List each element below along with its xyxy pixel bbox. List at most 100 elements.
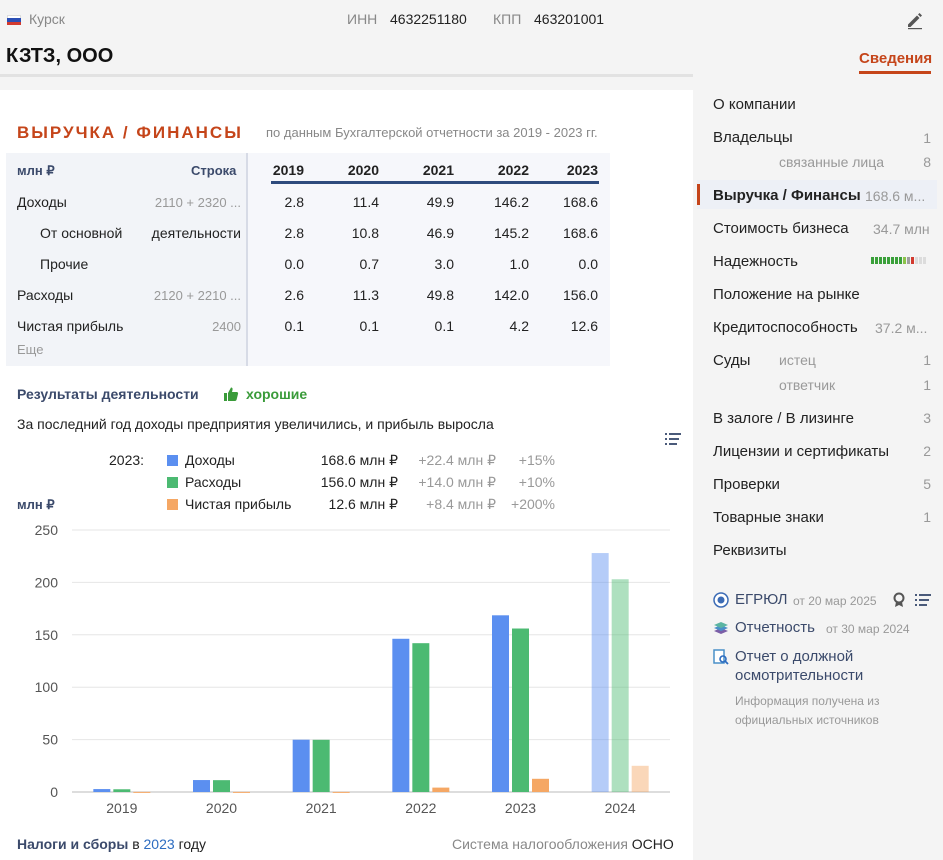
table-year-header[interactable]: 2023 [566, 162, 598, 178]
legend-series-percent: +200% [511, 496, 555, 512]
x-tick-label: 2019 [106, 800, 137, 816]
revenue-value: 168.6 м... [865, 188, 926, 204]
defendant-count: 1 [923, 377, 931, 393]
table-row-code: 2120 + 2210 ... [153, 288, 241, 303]
table-cell-value: 1.0 [509, 256, 529, 272]
table-cell-value: 49.8 [426, 287, 454, 303]
reliability-meter [871, 257, 926, 264]
sidebar-item-trademarks[interactable]: Товарные знаки [713, 509, 824, 526]
table-cell-value: 3.0 [434, 256, 454, 272]
tax-system-label: Система налогообложения [452, 836, 628, 852]
sidebar-item-pledge[interactable]: В залоге / В лизинге [713, 410, 854, 427]
table-cell-value: 156.0 [562, 287, 598, 303]
sidebar-item-related[interactable]: связанные лица [779, 154, 885, 170]
table-cell-value: 0.1 [359, 318, 379, 334]
table-cell-value: 146.2 [493, 194, 529, 210]
table-year-header[interactable]: 2020 [347, 162, 379, 178]
table-cell-value: 0.0 [578, 256, 598, 272]
bar-Расходы [611, 579, 629, 792]
list-icon[interactable] [915, 593, 931, 607]
table-year-header[interactable]: 2021 [422, 162, 454, 178]
egrul-date: от 20 мар 2025 [793, 594, 877, 608]
sidebar-item-requisites[interactable]: Реквизиты [713, 542, 787, 559]
list-icon[interactable] [665, 432, 681, 446]
table-row-code: 2400 [212, 319, 241, 334]
due-diligence-link-line2[interactable]: осмотрительности [735, 667, 864, 684]
sidebar-item-courts[interactable]: Суды [713, 352, 751, 369]
sidebar-item-market[interactable]: Положение на рынке [713, 286, 860, 303]
tab-svedeniya[interactable]: Сведения [859, 50, 933, 67]
bar-Доходы [492, 615, 509, 792]
section-title: ВЫРУЧКА / ФИНАНСЫ [17, 123, 243, 142]
sidebar-item-defendant[interactable]: ответчик [779, 377, 836, 393]
legend-series-delta: +22.4 млн ₽ [418, 452, 496, 468]
table-header-underline [271, 181, 599, 184]
table-year-header[interactable]: 2019 [272, 162, 304, 178]
table-cell-value: 2.8 [284, 194, 304, 210]
bar-Расходы [312, 739, 330, 792]
sidebar-item-credit[interactable]: Кредитоспособность [713, 319, 858, 336]
legend-series-value: 168.6 млн ₽ [320, 452, 398, 468]
reliability-segment [883, 257, 886, 264]
pencil-icon[interactable] [905, 10, 925, 30]
sidebar-item-inspections[interactable]: Проверки [713, 476, 780, 493]
pledge-count: 3 [923, 410, 931, 426]
sidebar-item-revenue[interactable]: Выручка / Финансы [713, 187, 861, 204]
licenses-count: 2 [923, 443, 931, 459]
table-cell-value: 11.3 [352, 287, 379, 303]
sidebar-item-business-value[interactable]: Стоимость бизнеса [713, 220, 849, 237]
legend-swatch[interactable] [167, 477, 178, 488]
table-cell-value: 49.9 [426, 194, 454, 210]
egrul-link[interactable]: ЕГРЮЛ [735, 591, 788, 608]
sidebar-item-plaintiff[interactable]: истец [779, 352, 816, 368]
inn-label: ИНН [347, 11, 378, 27]
due-diligence-link-line1[interactable]: Отчет о должной [735, 648, 854, 665]
plaintiff-count: 1 [923, 352, 931, 368]
table-cell-value: 2.6 [284, 287, 304, 303]
y-tick-label: 0 [50, 784, 58, 800]
legend-series-delta: +14.0 млн ₽ [418, 474, 496, 490]
table-cell-value: 168.6 [562, 194, 598, 210]
reliability-segment [895, 257, 898, 264]
section-subtitle: по данным Бухгалтерской отчетности за 20… [266, 125, 598, 140]
table-cell-value: 46.9 [426, 225, 454, 241]
table-cell-value: 12.6 [570, 318, 598, 334]
reports-date: от 30 мар 2024 [826, 622, 910, 636]
inspections-count: 5 [923, 476, 931, 492]
legend-series-percent: +10% [518, 474, 555, 490]
legend-swatch[interactable] [167, 499, 178, 510]
sidebar-item-about[interactable]: О компании [713, 96, 796, 113]
table-row-header: Строка [191, 163, 237, 178]
header-divider [0, 74, 693, 77]
reliability-segment [911, 257, 914, 264]
x-tick-label: 2020 [206, 800, 237, 816]
table-year-header[interactable]: 2022 [497, 162, 529, 178]
legend-series-name[interactable]: Расходы [185, 474, 242, 490]
kpp-value[interactable]: 463201001 [534, 11, 605, 27]
bar-Расходы [412, 643, 430, 792]
reports-link[interactable]: Отчетность [735, 619, 815, 636]
award-icon[interactable] [892, 592, 906, 608]
y-tick-label: 250 [35, 522, 59, 538]
sidebar-item-licenses[interactable]: Лицензии и сертификаты [713, 443, 890, 460]
taxes-title[interactable]: Налоги и сборы [17, 836, 129, 852]
taxes-in: в [132, 836, 140, 852]
legend-series-name[interactable]: Чистая прибыль [185, 496, 292, 512]
thumbs-up-icon [224, 387, 239, 401]
legend-series-name[interactable]: Доходы [185, 452, 235, 468]
bar-Чистая прибыль [133, 791, 151, 793]
table-row-label: Расходы [17, 287, 74, 303]
sidebar-item-owners[interactable]: Владельцы [713, 129, 793, 146]
table-cell-value: 168.6 [562, 225, 598, 241]
taxes-year-link[interactable]: 2023 [143, 836, 175, 852]
reliability-segment [923, 257, 926, 264]
sidebar-item-reliability[interactable]: Надежность [713, 253, 798, 270]
reliability-segment [903, 257, 906, 264]
region-label[interactable]: Курск [29, 11, 65, 27]
more-link[interactable]: Еще [17, 342, 44, 357]
table-cell-value: 0.0 [284, 256, 304, 272]
sources-note: Информация получена из официальных источ… [735, 694, 880, 727]
reliability-segment [899, 257, 902, 264]
legend-swatch[interactable] [167, 455, 178, 466]
inn-value[interactable]: 4632251180 [390, 11, 467, 27]
